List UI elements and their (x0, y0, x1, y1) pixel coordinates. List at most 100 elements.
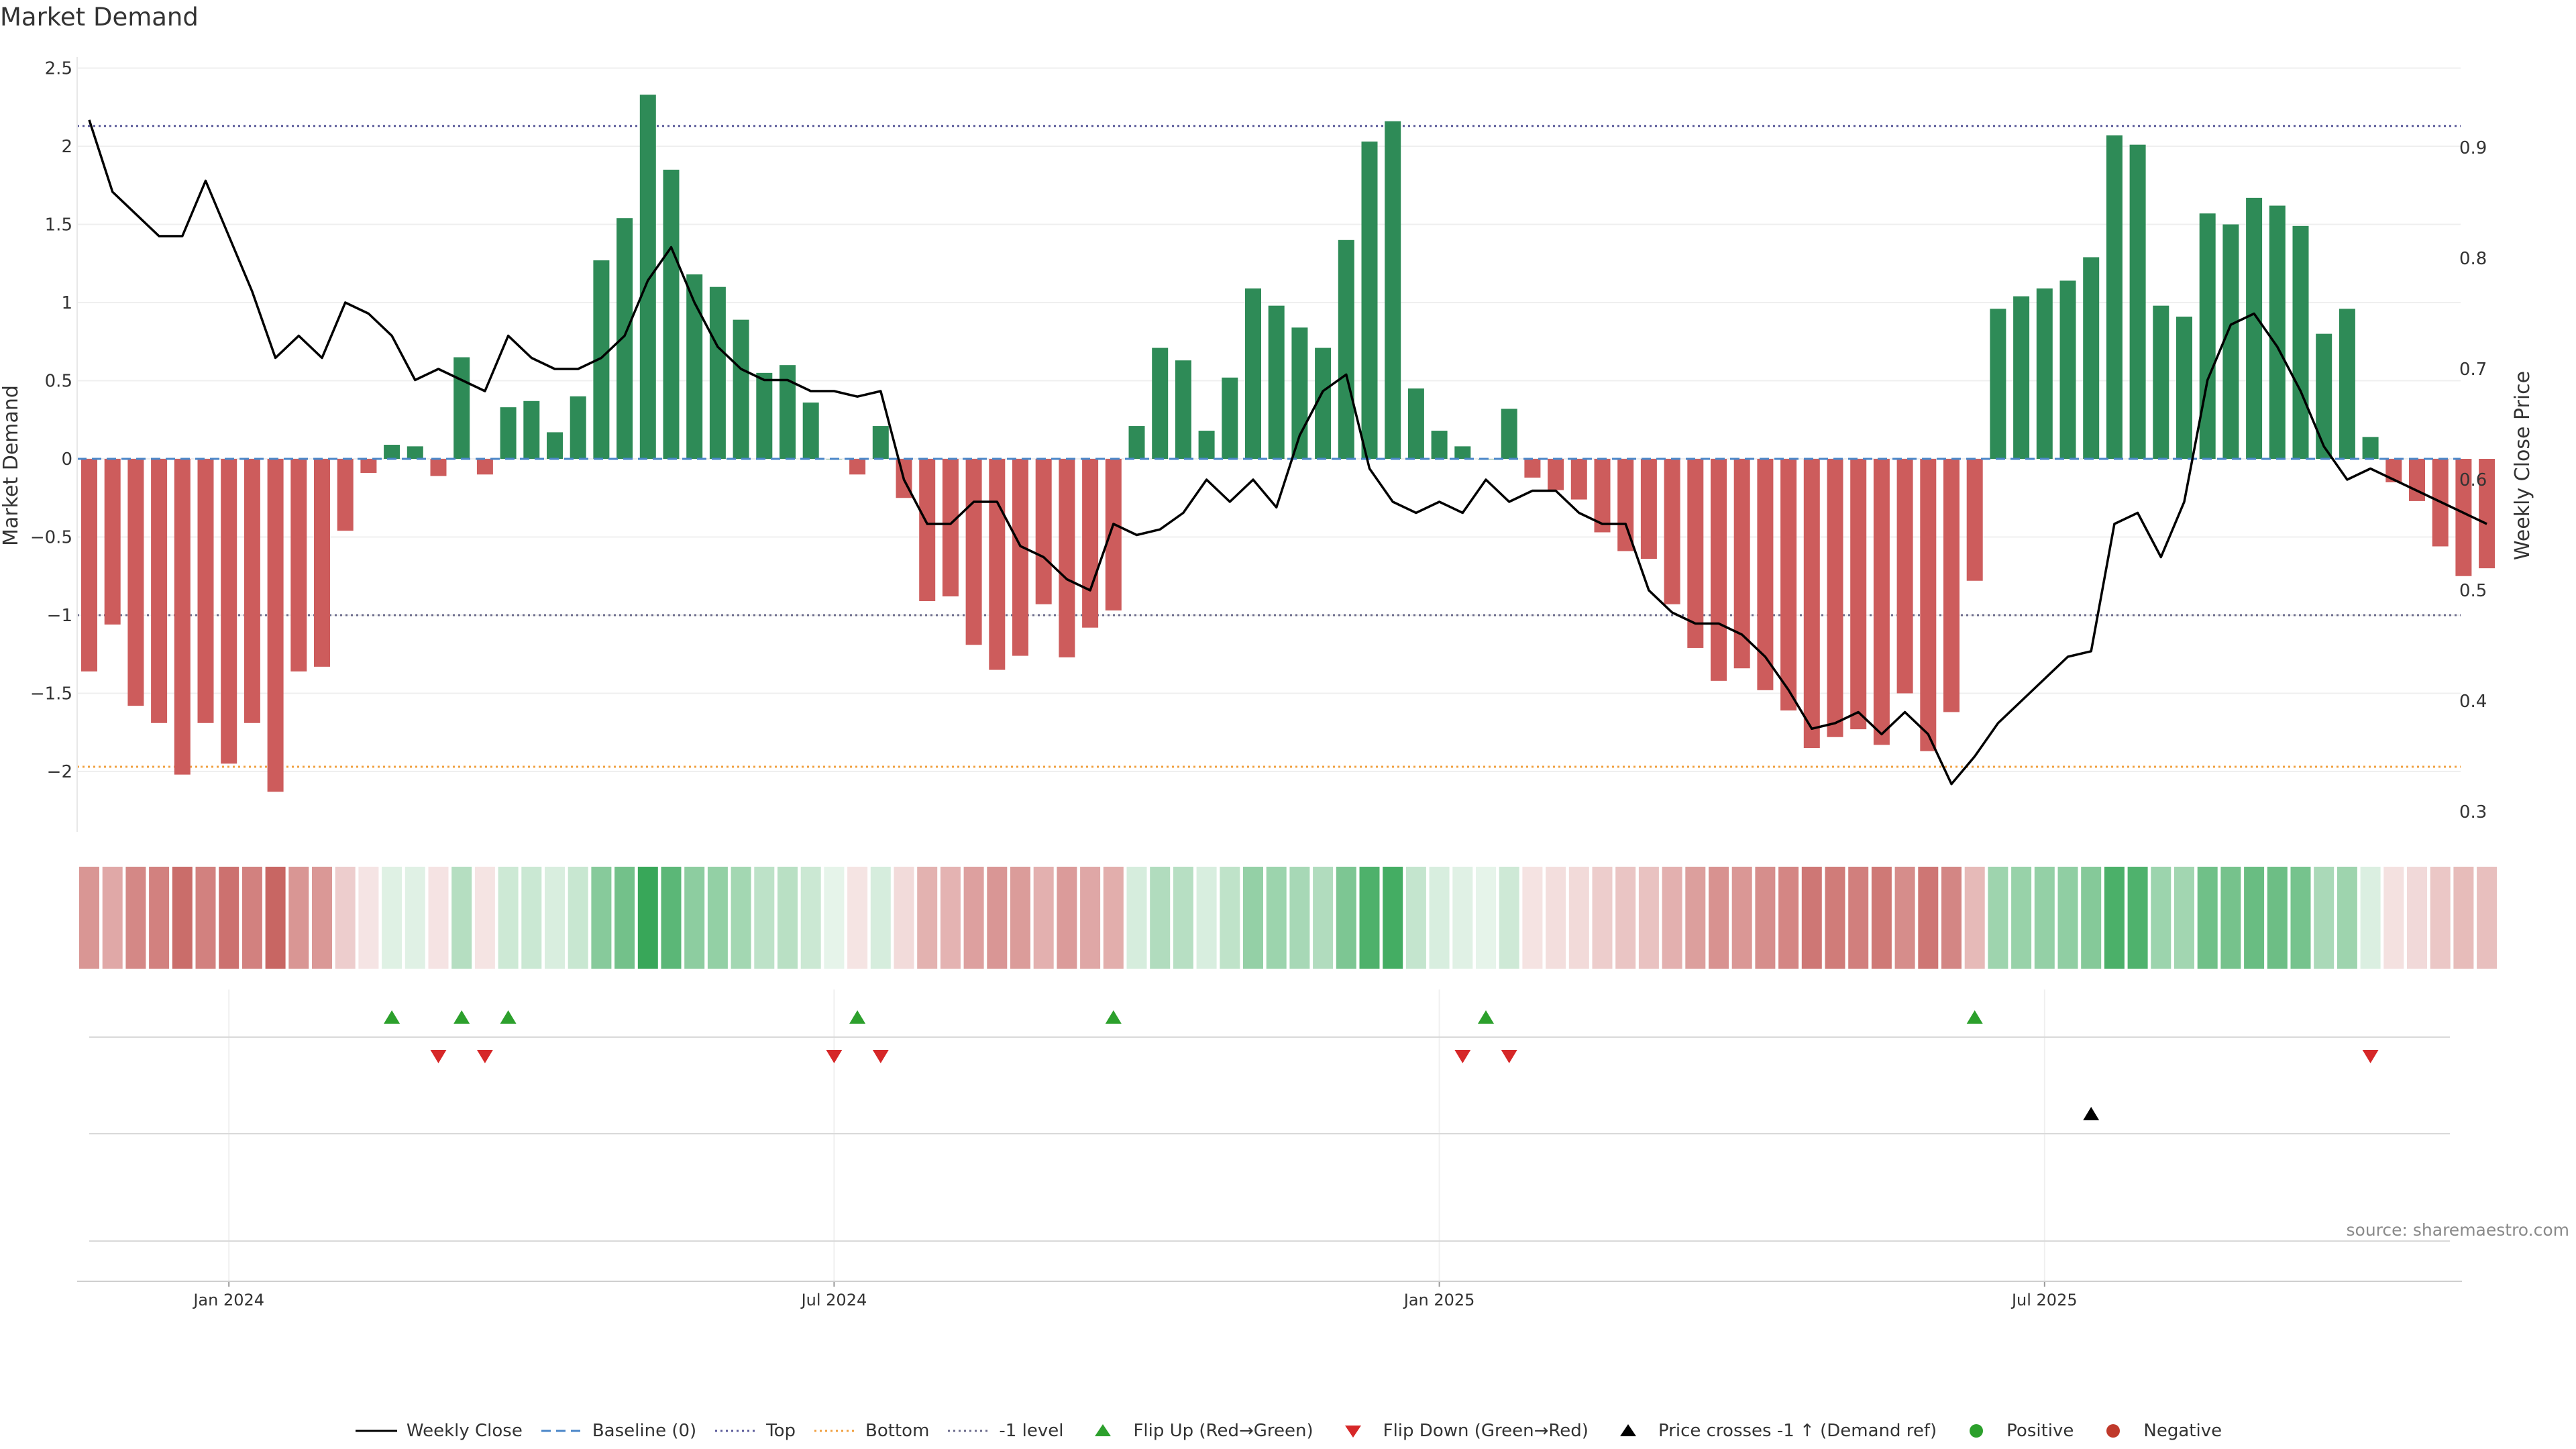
y-tick-label: 0.5 (45, 372, 72, 392)
chart-legend: Weekly Close Baseline (0) Top Bottom -1 leve… (0, 1421, 2576, 1441)
y2-tick-label: 0.6 (2459, 470, 2487, 490)
heat-cell (1173, 867, 1193, 969)
demand-bar (174, 459, 191, 775)
heat-cell (335, 867, 356, 969)
legend-label: Bottom (865, 1421, 930, 1441)
heat-cell (568, 867, 588, 969)
heat-cell (1988, 867, 2008, 969)
demand-bar (1687, 459, 1704, 648)
heat-cell (474, 867, 495, 969)
heat-cell (2104, 867, 2125, 969)
heat-cell (614, 867, 635, 969)
demand-bar (616, 218, 633, 459)
heat-cell (2011, 867, 2032, 969)
y2-tick-label: 0.9 (2459, 138, 2487, 158)
demand-bar (1501, 409, 1517, 459)
heat-cell (2174, 867, 2194, 969)
flip-up-marker (1966, 1010, 1983, 1024)
heat-cell (1196, 867, 1217, 969)
heat-cell (1941, 867, 1962, 969)
heat-cell (1871, 867, 1892, 969)
triangle-down-icon (1331, 1422, 1375, 1440)
solid-line-icon (354, 1422, 398, 1440)
flip-down-marker (1501, 1050, 1517, 1063)
legend-label: Flip Down (Green→Red) (1383, 1421, 1589, 1441)
heat-cell (1080, 867, 1101, 969)
heat-cell (661, 867, 682, 969)
heat-cell (102, 867, 123, 969)
gridlines (77, 67, 2461, 1281)
demand-bar (1966, 459, 1983, 581)
heat-cell (894, 867, 914, 969)
demand-bar (1268, 305, 1285, 459)
flip-down-marker (2362, 1050, 2379, 1063)
demand-bar (639, 95, 656, 460)
demand-bar (2479, 459, 2496, 569)
demand-bar (2013, 296, 2030, 459)
legend-item: Flip Down (Green→Red) (1331, 1421, 1589, 1441)
heat-cell (2127, 867, 2148, 969)
chart-title: Market Demand (0, 3, 199, 32)
y2-tick-label: 0.3 (2459, 802, 2487, 822)
demand-bar (942, 459, 959, 597)
heat-cell (288, 867, 309, 969)
heat-cell (1220, 867, 1240, 969)
heat-cell (800, 867, 821, 969)
demand-bar (2246, 197, 2263, 459)
demand-bar (1361, 142, 1378, 459)
y-tick-label: 2.5 (45, 59, 72, 79)
flip-markers-panel (89, 1010, 2450, 1063)
demand-bar (407, 446, 423, 459)
heat-cell (1010, 867, 1030, 969)
heat-cell (1405, 867, 1426, 969)
flip-down-marker (826, 1050, 843, 1063)
demand-bar (384, 445, 400, 459)
demand-bar (360, 459, 377, 473)
demand-bar (1943, 459, 1960, 712)
demand-bar (1711, 459, 1727, 681)
demand-bar (1664, 459, 1680, 604)
demand-bar (81, 459, 97, 672)
heat-cell (1662, 867, 1682, 969)
demand-bar (1222, 377, 1238, 459)
y-tick-label: 2 (61, 137, 72, 157)
heat-cell (1568, 867, 1589, 969)
demand-bars (77, 95, 2496, 792)
demand-bar (663, 169, 680, 459)
legend-label: Weekly Close (406, 1421, 523, 1441)
flip-down-marker (1454, 1050, 1471, 1063)
legend-label: Flip Up (Red→Green) (1133, 1421, 1313, 1441)
demand-bar (686, 274, 703, 459)
heat-cell (2290, 867, 2311, 969)
demand-bar (1105, 459, 1122, 611)
demand-bar (849, 459, 866, 475)
heat-cell (940, 867, 961, 969)
demand-bar (2316, 333, 2332, 459)
heat-cell (1755, 867, 1776, 969)
demand-bar (2409, 459, 2425, 501)
demand-bar (1198, 431, 1215, 459)
flip-up-marker (500, 1010, 517, 1024)
demand-bar (1431, 431, 1448, 459)
y-tick-label: 0 (61, 449, 72, 470)
heat-cell (1522, 867, 1543, 969)
heat-cell (498, 867, 519, 969)
triangle-up-icon (1606, 1422, 1650, 1440)
demand-bar (267, 459, 284, 792)
demand-bar (2176, 316, 2192, 459)
heat-cell (1546, 867, 1566, 969)
weekly-close-series (88, 119, 2487, 786)
heat-cell (1592, 867, 1613, 969)
heat-cell (1918, 867, 1939, 969)
demand-bar (1548, 459, 1564, 490)
heat-cell (265, 867, 286, 969)
heat-cell (1313, 867, 1334, 969)
legend-label: Top (766, 1421, 796, 1441)
legend-item: Negative (2091, 1421, 2222, 1441)
demand-bar (570, 396, 586, 459)
heat-cell (2383, 867, 2404, 969)
legend-label: -1 level (999, 1421, 1064, 1441)
demand-bar (1780, 459, 1797, 711)
demand-bar (1896, 459, 1913, 694)
